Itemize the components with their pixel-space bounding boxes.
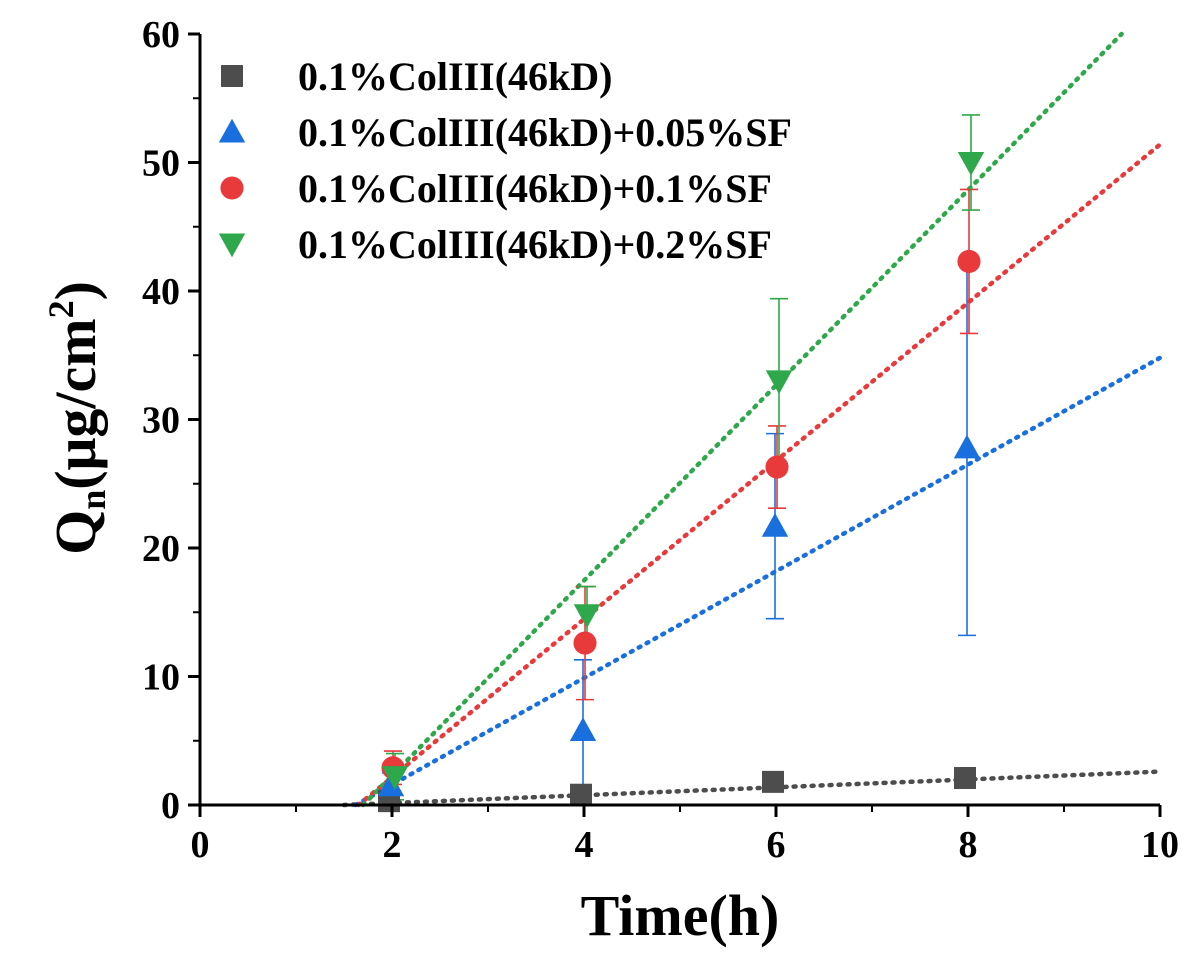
data-point-series-4 — [573, 604, 601, 629]
legend-marker-series-4 — [218, 233, 246, 258]
data-point-series-4 — [765, 370, 793, 395]
y-tick-label: 20 — [142, 528, 180, 570]
x-tick-label: 0 — [191, 824, 210, 866]
data-point-series-2 — [761, 512, 789, 537]
y-tick-label: 40 — [142, 271, 180, 313]
legend-label-series-4: 0.1%ColIII(46kD)+0.2%SF — [298, 222, 772, 267]
data-point-series-3 — [573, 631, 597, 655]
y-tick-label: 10 — [142, 657, 180, 699]
fit-line-series-3 — [356, 142, 1163, 808]
data-point-series-1 — [762, 770, 784, 793]
y-axis-title-close: ) — [43, 281, 108, 300]
fit-line-series-1 — [341, 769, 1163, 808]
ticks — [188, 32, 1162, 817]
error-bars — [380, 114, 980, 805]
data-point-series-1 — [954, 767, 976, 790]
y-axis-title: Qn(μg/cm2) — [41, 281, 113, 555]
y-tick-label: 0 — [161, 785, 180, 827]
fit-line-series-2 — [353, 355, 1163, 808]
y-tick-label: 50 — [142, 143, 180, 185]
fit-line-series-4 — [360, 31, 1124, 808]
x-tick-label: 8 — [959, 824, 978, 866]
data-point-series-2 — [953, 434, 981, 459]
y-tick-label: 60 — [142, 14, 180, 56]
legend-label-series-3: 0.1%ColIII(46kD)+0.1%SF — [298, 166, 772, 211]
data-point-series-3 — [957, 249, 981, 273]
y-axis-title-rest: (μg/cm — [43, 318, 108, 489]
legend: 0.1%ColIII(46kD) 0.1%ColIII(46kD)+0.05%SF… — [218, 54, 792, 267]
data-point-series-1 — [570, 783, 592, 806]
x-tick-label: 2 — [383, 824, 402, 866]
x-tick-label: 4 — [575, 824, 594, 866]
x-tick-label: 6 — [767, 824, 786, 866]
data-point-series-2 — [377, 772, 405, 797]
data-points — [377, 151, 985, 813]
data-point-series-4 — [957, 151, 985, 176]
y-axis-title-sub: n — [73, 490, 113, 510]
data-point-series-4 — [381, 766, 409, 790]
fit-lines — [200, 31, 1163, 808]
data-point-series-2 — [569, 717, 597, 742]
legend-label-series-1: 0.1%ColIII(46kD) — [298, 54, 612, 99]
legend-marker-series-2 — [218, 118, 246, 143]
x-axis-title: Time(h) — [581, 883, 780, 948]
y-tick-label: 30 — [142, 400, 180, 442]
tick-labels: 0 2 4 6 8 10 0 10 20 30 40 50 60 — [142, 14, 1179, 866]
y-axis-title-sup: 2 — [41, 300, 81, 318]
y-axis-title-main: Q — [43, 510, 108, 555]
x-tick-label: 10 — [1141, 824, 1179, 866]
legend-marker-series-1 — [221, 65, 243, 87]
legend-label-series-2: 0.1%ColIII(46kD)+0.05%SF — [298, 110, 792, 155]
legend-marker-series-3 — [220, 176, 244, 200]
data-point-series-3 — [765, 455, 789, 479]
